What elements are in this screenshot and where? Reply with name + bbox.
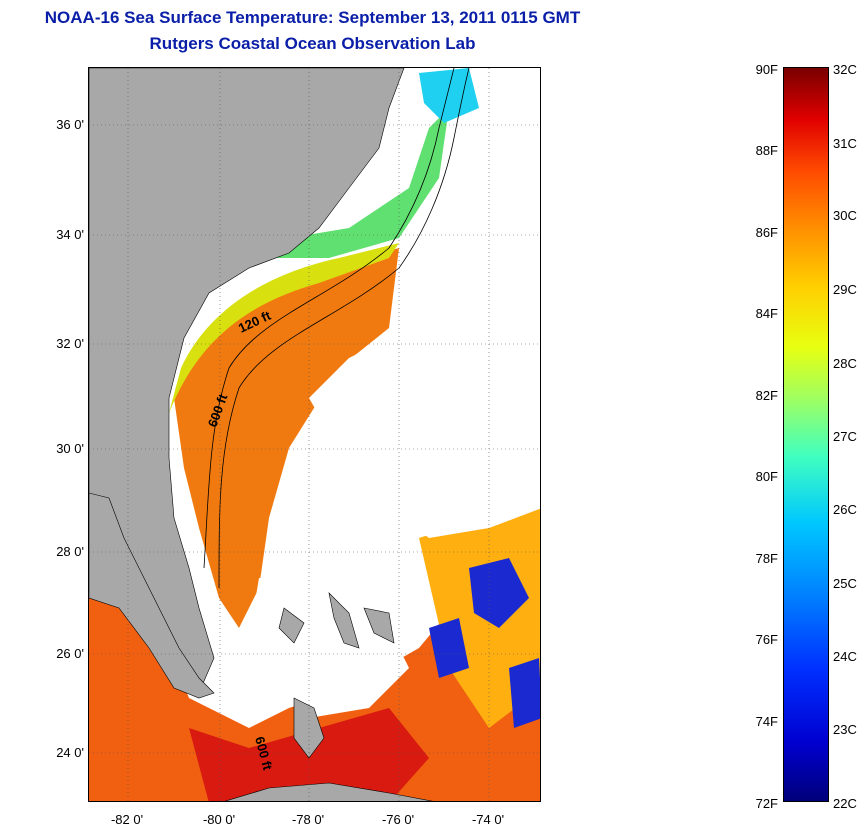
colorbar-f-72: 72F — [755, 796, 778, 811]
lat-tick-24: 24 0' — [56, 745, 84, 760]
colorbar-c-26: 26C — [833, 502, 857, 517]
lat-tick-32: 32 0' — [56, 336, 84, 351]
lat-tick-28: 28 0' — [56, 544, 84, 559]
map-subtitle: Rutgers Coastal Ocean Observation Lab — [149, 34, 476, 53]
colorbar-c-22: 22C — [833, 796, 857, 811]
colorbar-f-90: 90F — [755, 62, 778, 77]
lon-tick-78: -78 0' — [291, 812, 325, 827]
sst-map: 120 ft 600 ft 600 ft — [88, 67, 541, 802]
colorbar-c-23: 23C — [833, 722, 857, 737]
sst-green-patch — [239, 108, 449, 258]
temperature-colorbar — [783, 67, 829, 802]
sst-map-canvas: 120 ft 600 ft 600 ft — [89, 68, 540, 801]
sst-yellow-band — [169, 243, 399, 413]
colorbar-c-28: 28C — [833, 356, 857, 371]
colorbar-c-32: 32C — [833, 62, 857, 77]
colorbar-c-30: 30C — [833, 208, 857, 223]
colorbar-f-88: 88F — [755, 143, 778, 158]
colorbar-f-80: 80F — [755, 469, 778, 484]
lat-tick-30: 30 0' — [56, 441, 84, 456]
lon-tick-80: -80 0' — [202, 812, 236, 827]
sst-cyan-top — [419, 68, 479, 123]
colorbar-f-86: 86F — [755, 225, 778, 240]
map-title: NOAA-16 Sea Surface Temperature: Septemb… — [44, 8, 581, 27]
colorbar-f-78: 78F — [755, 551, 778, 566]
colorbar-c-27: 27C — [833, 429, 857, 444]
lon-tick-82: -82 0' — [110, 812, 144, 827]
land-bahamas — [278, 592, 395, 649]
cloud-cover — [309, 189, 540, 538]
bathymetry-120ft — [203, 68, 455, 569]
colorbar-f-82: 82F — [755, 388, 778, 403]
colorbar-f-76: 76F — [755, 632, 778, 647]
lat-tick-36: 36 0' — [56, 117, 84, 132]
colorbar-f-84: 84F — [755, 306, 778, 321]
colorbar-c-29: 29C — [833, 282, 857, 297]
lon-tick-76: -76 0' — [381, 812, 415, 827]
sst-warm-shelf — [174, 248, 399, 628]
lat-tick-26: 26 0' — [56, 646, 84, 661]
colorbar-f-74: 74F — [755, 714, 778, 729]
sst-blue-patches — [429, 558, 540, 728]
map-gridlines — [89, 68, 540, 801]
colorbar-c-25: 25C — [833, 576, 857, 591]
lon-tick-74: -74 0' — [471, 812, 505, 827]
bathymetry-600ft — [218, 68, 470, 589]
lat-tick-34: 34 0' — [56, 227, 84, 242]
colorbar-c-24: 24C — [833, 649, 857, 664]
land-florida — [89, 492, 215, 699]
land-cuba — [224, 782, 434, 801]
colorbar-c-31: 31C — [833, 136, 857, 151]
